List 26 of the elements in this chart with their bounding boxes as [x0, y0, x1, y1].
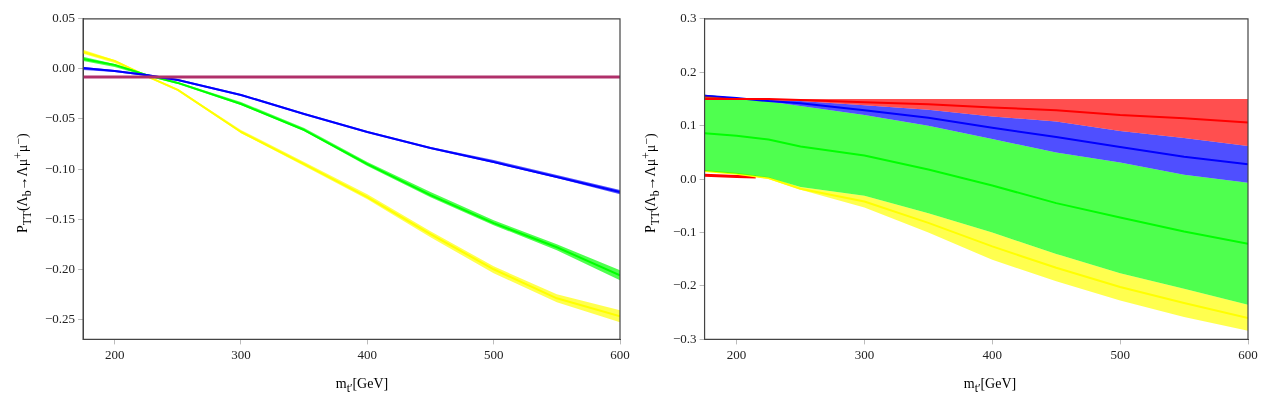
y-tick-label: −0.1: [672, 223, 697, 239]
x-tick-label: 500: [483, 346, 504, 362]
y-tick-label: −0.3: [672, 330, 697, 346]
x-tick-label: 200: [104, 346, 125, 362]
y-tick-label: 0.3: [680, 10, 697, 26]
x-tick-label: 400: [357, 346, 378, 362]
x-tick-label: 300: [854, 346, 875, 362]
x-axis-title: m$_{t′}$[GeV]: [962, 376, 1018, 395]
x-axis-title: m$_{t′}$[GeV]: [334, 376, 390, 395]
x-tick-label: 300: [231, 346, 251, 362]
x-tick-label: 600: [1238, 346, 1258, 362]
y-tick-label: −0.20: [44, 260, 76, 276]
y-tick-label: 0.00: [52, 60, 76, 76]
x-tick-label: 600: [610, 346, 630, 362]
y-tick-label: −0.25: [44, 310, 76, 326]
y-tick-label: −0.10: [44, 160, 76, 176]
y-tick-label: 0.1: [680, 117, 697, 133]
y-tick-label: 0.05: [52, 10, 76, 26]
y-tick-label: −0.05: [44, 110, 76, 126]
y-tick-label: −0.15: [44, 210, 76, 226]
y-tick-label: 0.2: [680, 63, 697, 79]
x-tick-label: 400: [982, 346, 1003, 362]
x-tick-label: 200: [726, 346, 747, 362]
x-tick-label: 500: [1110, 346, 1130, 362]
y-tick-label: 0.0: [680, 170, 697, 186]
y-tick-label: −0.2: [672, 277, 697, 293]
